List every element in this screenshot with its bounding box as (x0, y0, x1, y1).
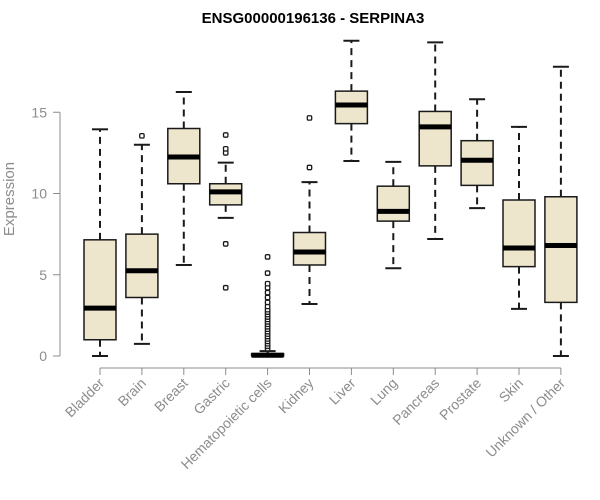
y-tick-label: 15 (31, 104, 47, 120)
iqr-box (376, 185, 411, 222)
box-breast (167, 90, 201, 266)
y-tick-label: 0 (39, 348, 47, 364)
boxes-layer (83, 39, 578, 358)
box-brain (125, 132, 159, 345)
x-category-label: Kidney (275, 375, 317, 417)
x-category-label: Lung (367, 375, 400, 408)
iqr-box (418, 110, 452, 167)
iqr-box (460, 139, 494, 187)
box-unknown-other (544, 65, 578, 357)
y-axis: 0 5 10 15 (31, 104, 61, 364)
x-category-label: Liver (326, 375, 359, 408)
outlier-point (264, 280, 271, 287)
outlier-point (264, 299, 271, 306)
y-tick-label: 5 (39, 267, 47, 283)
box-liver (334, 39, 369, 162)
chart-title: ENSG00000196136 - SERPINA3 (202, 10, 425, 27)
outlier-point (264, 294, 271, 301)
x-category-label: Pancreas (389, 375, 442, 428)
box-bladder (83, 128, 117, 357)
iqr-box (125, 233, 159, 299)
iqr-box (544, 196, 578, 304)
iqr-box (292, 231, 327, 266)
outlier-point (222, 241, 229, 247)
iqr-box (83, 239, 117, 341)
x-category-label: Skin (496, 375, 527, 406)
outlier-point (139, 132, 145, 139)
box-hematopoietic-cells (250, 254, 285, 358)
box-gastric (208, 132, 243, 291)
outlier-point (264, 270, 271, 276)
x-category-label: Unknown / Other (482, 375, 568, 461)
outlier-point (222, 145, 229, 152)
box-skin (502, 125, 536, 310)
x-category-label: Brain (115, 375, 149, 409)
outlier-point (264, 254, 271, 260)
iqr-box (502, 199, 536, 268)
box-pancreas (418, 41, 452, 240)
y-tick-label: 10 (31, 186, 47, 202)
outlier-point (306, 115, 313, 121)
outlier-point (306, 164, 313, 171)
x-category-label: Bladder (62, 375, 108, 421)
x-category-label: Prostate (436, 375, 484, 423)
box-prostate (460, 98, 494, 210)
box-lung (376, 160, 411, 270)
outlier-point (264, 289, 271, 296)
x-category-label: Breast (151, 375, 191, 415)
outlier-point (222, 132, 229, 138)
outlier-point (222, 284, 229, 291)
box-kidney (292, 115, 327, 305)
y-axis-label: Expression (1, 162, 18, 236)
